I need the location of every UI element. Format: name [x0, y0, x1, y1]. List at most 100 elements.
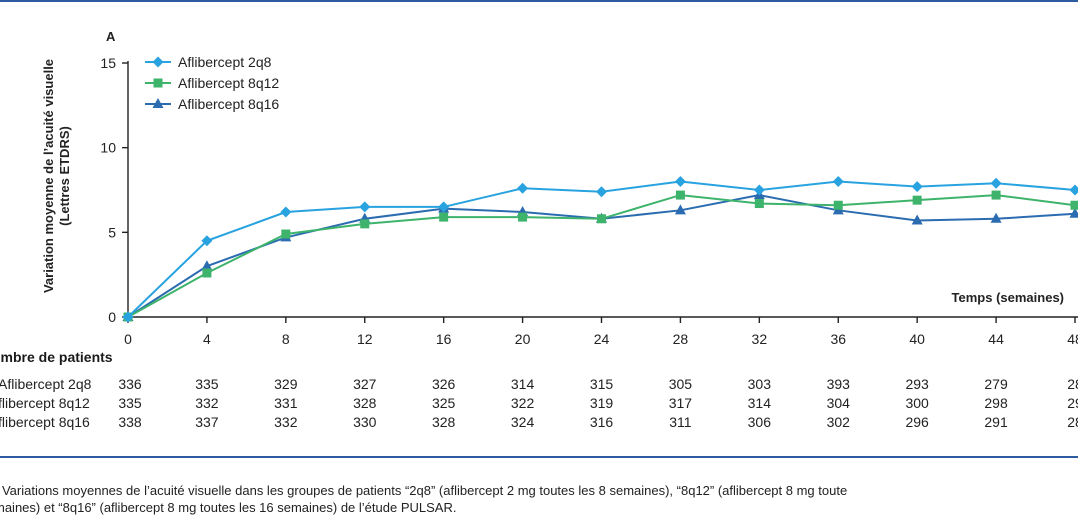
- series-line: [127, 180, 1076, 318]
- x-tick-label: 16: [436, 331, 452, 347]
- x-tick-label: 28: [673, 331, 689, 347]
- legend-marker: [152, 56, 164, 68]
- panel-label: A: [106, 29, 116, 44]
- x-tick-label: 8: [282, 331, 290, 347]
- y-axis-label: Variation moyenne de l’acuité visuelle(L…: [41, 59, 72, 293]
- patients-count: 291: [984, 414, 1008, 430]
- patients-count: 29: [1067, 395, 1078, 411]
- data-point: [1070, 200, 1078, 210]
- patients-count: 28: [1067, 414, 1078, 430]
- legend-label: Aflibercept 2q8: [178, 54, 272, 70]
- data-point: [991, 190, 1001, 200]
- data-point: [201, 260, 213, 271]
- patients-count: 303: [748, 376, 772, 392]
- data-point: [674, 176, 686, 188]
- patients-count: 325: [432, 395, 456, 411]
- x-tick-label: 12: [357, 331, 373, 347]
- x-tick-label: 36: [830, 331, 846, 347]
- data-point: [359, 201, 371, 213]
- data-point: [596, 186, 607, 198]
- patients-count: 300: [905, 395, 929, 411]
- data-point: [122, 311, 134, 323]
- top-rule: [0, 0, 1078, 2]
- patients-count: 326: [432, 376, 456, 392]
- y-axis-label-line: (Lettres ETDRS): [57, 126, 72, 226]
- legend-marker: [153, 78, 163, 88]
- data-point: [438, 201, 450, 213]
- caption-line-2: maines) et “8q16” (aflibercept 8 mg tout…: [0, 500, 457, 515]
- data-point: [280, 206, 292, 218]
- data-point: [674, 204, 686, 215]
- patients-count: 329: [274, 376, 298, 392]
- caption-line-1: Variations moyennes de l’acuité visuelle…: [1, 483, 848, 498]
- patients-count: 305: [669, 376, 693, 392]
- y-axis-label-line: Variation moyenne de l’acuité visuelle: [41, 59, 56, 293]
- patients-count: 335: [118, 395, 142, 411]
- data-point: [281, 229, 291, 239]
- x-tick-label: 20: [515, 331, 531, 347]
- data-point: [439, 212, 449, 222]
- legend-label: Aflibercept 8q12: [178, 75, 279, 91]
- patients-count: 337: [195, 414, 219, 430]
- patients-table-title: ombre de patients: [0, 349, 113, 365]
- patients-count: 393: [827, 376, 851, 392]
- patients-count: 279: [984, 376, 1008, 392]
- data-point: [202, 268, 212, 278]
- data-point: [911, 214, 923, 225]
- patients-count: 319: [590, 395, 614, 411]
- data-point: [675, 190, 685, 200]
- patients-count: 328: [353, 395, 377, 411]
- patients-count: 28: [1067, 376, 1078, 392]
- x-tick-label: 48: [1067, 331, 1078, 347]
- patients-row-label: flibercept 8q12: [0, 395, 90, 411]
- patients-count: 322: [511, 395, 535, 411]
- data-point: [911, 181, 923, 193]
- x-tick-label: 24: [594, 331, 610, 347]
- patients-count: 330: [353, 414, 377, 430]
- x-tick-label: 0: [124, 331, 132, 347]
- patients-count: 317: [669, 395, 693, 411]
- y-tick-label: 0: [108, 309, 116, 325]
- patients-count: 332: [274, 414, 298, 430]
- patients-count: 304: [827, 395, 851, 411]
- data-point: [832, 176, 844, 188]
- patients-count: 296: [905, 414, 929, 430]
- data-point: [1069, 184, 1078, 196]
- patients-count: 302: [827, 414, 851, 430]
- patients-count: 327: [353, 376, 377, 392]
- y-tick-label: 5: [108, 224, 116, 240]
- patients-count: 336: [118, 376, 142, 392]
- data-point: [753, 184, 765, 196]
- bottom-rule: [0, 456, 1078, 458]
- patients-count: 331: [274, 395, 298, 411]
- patients-count: 328: [432, 414, 456, 430]
- data-point: [597, 214, 606, 224]
- legend-marker: [152, 98, 164, 108]
- x-tick-label: 32: [752, 331, 768, 347]
- legend-label: Aflibercept 8q16: [178, 96, 279, 112]
- data-point: [360, 219, 370, 229]
- data-point: [1069, 207, 1078, 218]
- x-tick-label: 40: [909, 331, 925, 347]
- patients-count: 314: [511, 376, 535, 392]
- patients-count: 338: [118, 414, 142, 430]
- patients-count: 293: [905, 376, 929, 392]
- data-point: [990, 212, 1002, 223]
- x-axis-label: Temps (semaines): [952, 290, 1064, 305]
- data-point: [518, 212, 528, 222]
- data-point: [754, 199, 764, 209]
- patients-row-label: flibercept 8q16: [0, 414, 90, 430]
- data-point: [912, 195, 922, 205]
- patients-count: 316: [590, 414, 614, 430]
- data-point: [201, 235, 213, 247]
- patients-row-label: Aflibercept 2q8: [0, 376, 92, 392]
- patients-count: 306: [748, 414, 772, 430]
- patients-count: 311: [669, 414, 692, 430]
- patients-count: 324: [511, 414, 535, 430]
- patients-count: 314: [748, 395, 772, 411]
- data-point: [990, 177, 1002, 189]
- y-tick-label: 10: [100, 140, 116, 156]
- figure-caption: : Variations moyennes de l’acuité visuel…: [0, 482, 1078, 516]
- patients-count: 332: [195, 395, 219, 411]
- data-point: [833, 200, 843, 210]
